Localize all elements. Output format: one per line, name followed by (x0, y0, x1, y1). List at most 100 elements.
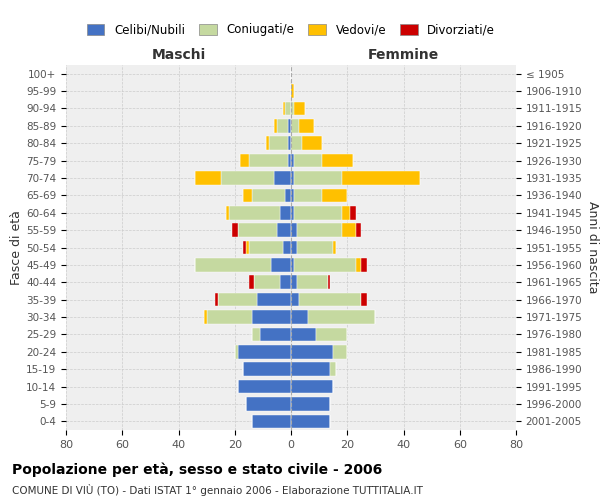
Bar (302, 136, 322, 150)
Bar (251, 328, 260, 341)
Bar (350, 206, 356, 220)
Bar (296, 224, 341, 237)
Bar (260, 328, 291, 341)
Bar (291, 362, 331, 376)
Bar (291, 206, 294, 220)
Bar (283, 102, 286, 115)
Bar (288, 154, 291, 168)
Bar (291, 136, 302, 150)
Text: Femmine: Femmine (368, 48, 439, 62)
Bar (291, 119, 299, 132)
Bar (341, 224, 356, 237)
Bar (229, 206, 280, 220)
Bar (296, 240, 333, 254)
Bar (243, 188, 251, 202)
Bar (291, 310, 308, 324)
Bar (291, 84, 294, 98)
Bar (249, 276, 254, 289)
Bar (274, 119, 277, 132)
Bar (246, 397, 291, 410)
Bar (243, 362, 291, 376)
Bar (215, 293, 218, 306)
Bar (269, 136, 288, 150)
Bar (291, 258, 294, 272)
Bar (361, 258, 367, 272)
Bar (308, 310, 376, 324)
Bar (361, 293, 367, 306)
Bar (286, 102, 291, 115)
Bar (331, 362, 336, 376)
Bar (291, 293, 299, 306)
Bar (226, 206, 229, 220)
Bar (241, 154, 249, 168)
Bar (291, 171, 294, 185)
Bar (266, 136, 269, 150)
Bar (294, 206, 341, 220)
Bar (291, 224, 296, 237)
Bar (277, 119, 288, 132)
Bar (294, 171, 341, 185)
Bar (291, 188, 294, 202)
Bar (280, 276, 291, 289)
Bar (341, 171, 421, 185)
Bar (356, 224, 361, 237)
Bar (333, 345, 347, 358)
Bar (238, 345, 291, 358)
Bar (221, 171, 274, 185)
Bar (280, 206, 291, 220)
Bar (291, 397, 331, 410)
Bar (291, 276, 296, 289)
Bar (356, 258, 361, 272)
Bar (291, 380, 333, 394)
Bar (249, 154, 288, 168)
Bar (291, 414, 331, 428)
Bar (257, 293, 291, 306)
Bar (254, 276, 280, 289)
Bar (249, 240, 283, 254)
Bar (333, 240, 336, 254)
Bar (328, 276, 331, 289)
Bar (341, 206, 350, 220)
Bar (294, 154, 322, 168)
Bar (288, 119, 291, 132)
Bar (322, 154, 353, 168)
Bar (299, 119, 314, 132)
Bar (291, 240, 296, 254)
Bar (316, 328, 347, 341)
Bar (291, 345, 333, 358)
Bar (204, 310, 206, 324)
Bar (243, 240, 246, 254)
Bar (251, 188, 286, 202)
Y-axis label: Fasce di età: Fasce di età (10, 210, 23, 285)
Bar (294, 188, 322, 202)
Bar (291, 328, 316, 341)
Bar (196, 258, 271, 272)
Bar (291, 102, 294, 115)
Bar (251, 310, 291, 324)
Bar (277, 224, 291, 237)
Bar (238, 380, 291, 394)
Bar (322, 188, 347, 202)
Bar (238, 224, 277, 237)
Bar (235, 345, 238, 358)
Y-axis label: Anni di nascita: Anni di nascita (586, 201, 599, 294)
Legend: Celibi/Nubili, Coniugati/e, Vedovi/e, Divorziati/e: Celibi/Nubili, Coniugati/e, Vedovi/e, Di… (87, 24, 495, 36)
Bar (271, 258, 291, 272)
Text: COMUNE DI VIÙ (TO) - Dati ISTAT 1° gennaio 2006 - Elaborazione TUTTITALIA.IT: COMUNE DI VIÙ (TO) - Dati ISTAT 1° genna… (12, 484, 423, 496)
Bar (294, 258, 356, 272)
Bar (299, 293, 361, 306)
Bar (251, 414, 291, 428)
Bar (291, 154, 294, 168)
Bar (218, 293, 257, 306)
Bar (274, 171, 291, 185)
Bar (246, 240, 249, 254)
Bar (296, 276, 328, 289)
Bar (288, 136, 291, 150)
Text: Maschi: Maschi (151, 48, 206, 62)
Bar (294, 102, 305, 115)
Bar (286, 188, 291, 202)
Bar (206, 310, 251, 324)
Bar (283, 240, 291, 254)
Bar (196, 171, 221, 185)
Bar (232, 224, 238, 237)
